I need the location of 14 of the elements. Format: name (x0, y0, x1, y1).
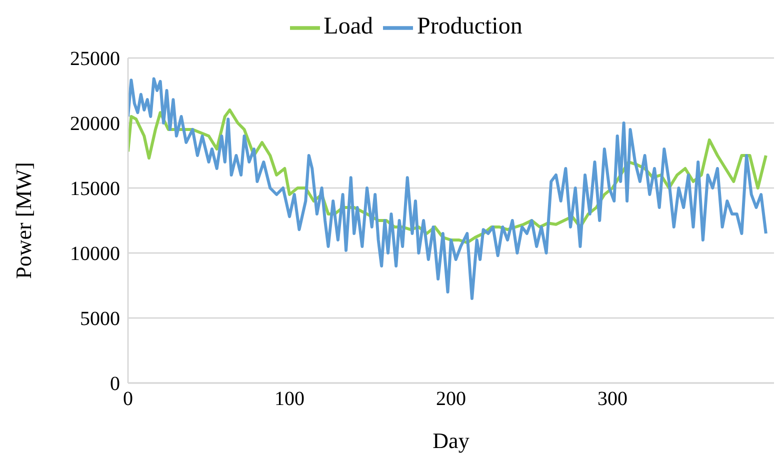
y-tick-label: 25000 (70, 48, 120, 70)
y-tick-label: 0 (110, 373, 120, 396)
x-axis-title: Day (432, 428, 470, 453)
y-tick-label: 20000 (70, 113, 120, 136)
line-series (128, 77, 768, 300)
y-tick-label: 15000 (70, 178, 120, 200)
legend-label: Production (416, 14, 522, 40)
y-axis-title: Power [MW] (10, 162, 36, 279)
legend-label: Load (324, 14, 373, 40)
x-tick-label: 100 (274, 388, 304, 410)
y-tick-label: 10000 (70, 243, 120, 266)
y-tick-label: 5000 (80, 308, 120, 330)
x-tick-label: 300 (598, 388, 628, 410)
x-tick-label: 200 (436, 388, 466, 410)
